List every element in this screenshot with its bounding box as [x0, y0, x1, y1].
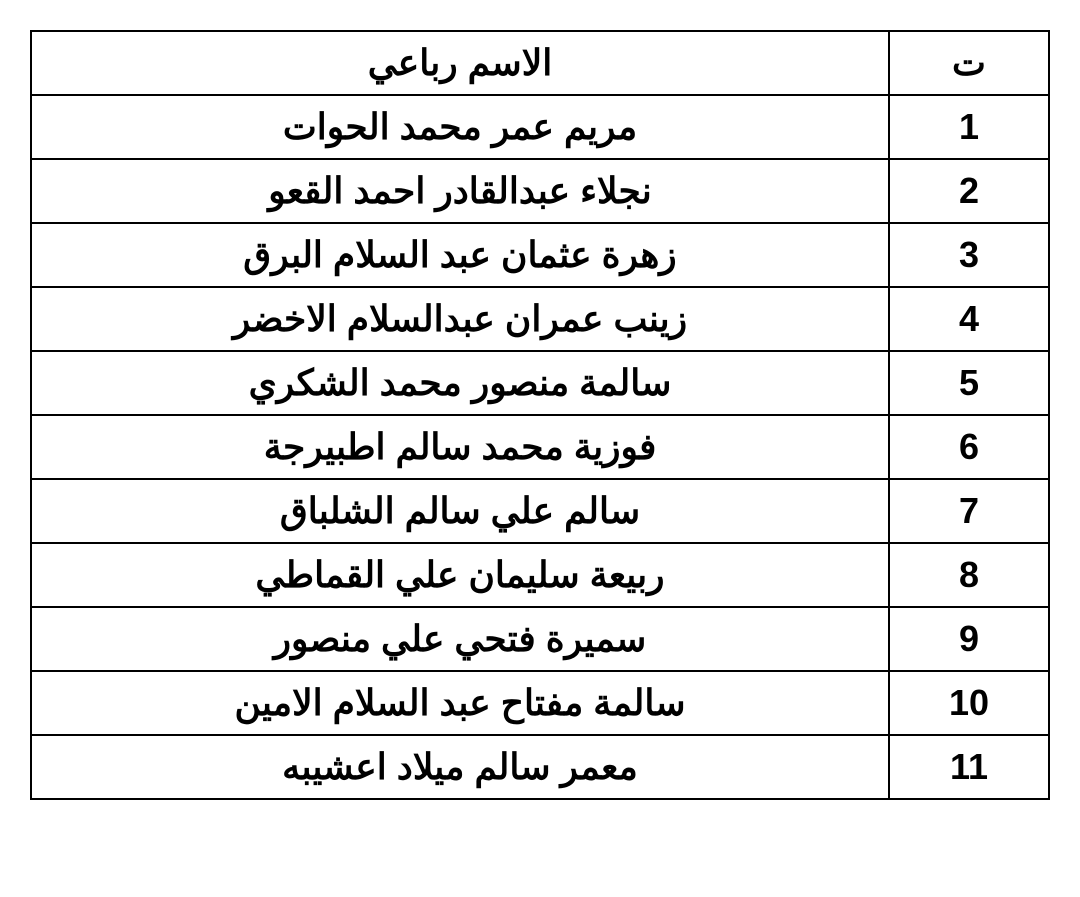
- cell-number: 11: [889, 735, 1049, 799]
- header-number: ت: [889, 31, 1049, 95]
- table-row: 10 سالمة مفتاح عبد السلام الامين: [31, 671, 1049, 735]
- cell-number: 6: [889, 415, 1049, 479]
- cell-name: زهرة عثمان عبد السلام البرق: [31, 223, 889, 287]
- cell-name: سالمة منصور محمد الشكري: [31, 351, 889, 415]
- table-row: 2 نجلاء عبدالقادر احمد القعو: [31, 159, 1049, 223]
- cell-name: معمر سالم ميلاد اعشيبه: [31, 735, 889, 799]
- header-name: الاسم رباعي: [31, 31, 889, 95]
- cell-number: 9: [889, 607, 1049, 671]
- cell-name: نجلاء عبدالقادر احمد القعو: [31, 159, 889, 223]
- table-header-row: ت الاسم رباعي: [31, 31, 1049, 95]
- cell-number: 7: [889, 479, 1049, 543]
- cell-number: 8: [889, 543, 1049, 607]
- cell-name: سالمة مفتاح عبد السلام الامين: [31, 671, 889, 735]
- cell-name: ربيعة سليمان علي القماطي: [31, 543, 889, 607]
- cell-name: سميرة فتحي علي منصور: [31, 607, 889, 671]
- table-row: 8 ربيعة سليمان علي القماطي: [31, 543, 1049, 607]
- cell-number: 2: [889, 159, 1049, 223]
- cell-name: مريم عمر محمد الحوات: [31, 95, 889, 159]
- cell-number: 3: [889, 223, 1049, 287]
- table-row: 4 زينب عمران عبدالسلام الاخضر: [31, 287, 1049, 351]
- table-row: 3 زهرة عثمان عبد السلام البرق: [31, 223, 1049, 287]
- table-row: 7 سالم علي سالم الشلباق: [31, 479, 1049, 543]
- table-row: 11 معمر سالم ميلاد اعشيبه: [31, 735, 1049, 799]
- cell-number: 4: [889, 287, 1049, 351]
- cell-name: زينب عمران عبدالسلام الاخضر: [31, 287, 889, 351]
- table-row: 9 سميرة فتحي علي منصور: [31, 607, 1049, 671]
- table-row: 1 مريم عمر محمد الحوات: [31, 95, 1049, 159]
- cell-number: 5: [889, 351, 1049, 415]
- cell-number: 1: [889, 95, 1049, 159]
- table-row: 5 سالمة منصور محمد الشكري: [31, 351, 1049, 415]
- table-row: 6 فوزية محمد سالم اطبيرجة: [31, 415, 1049, 479]
- cell-number: 10: [889, 671, 1049, 735]
- cell-name: سالم علي سالم الشلباق: [31, 479, 889, 543]
- cell-name: فوزية محمد سالم اطبيرجة: [31, 415, 889, 479]
- names-table: ت الاسم رباعي 1 مريم عمر محمد الحوات 2 ن…: [30, 30, 1050, 800]
